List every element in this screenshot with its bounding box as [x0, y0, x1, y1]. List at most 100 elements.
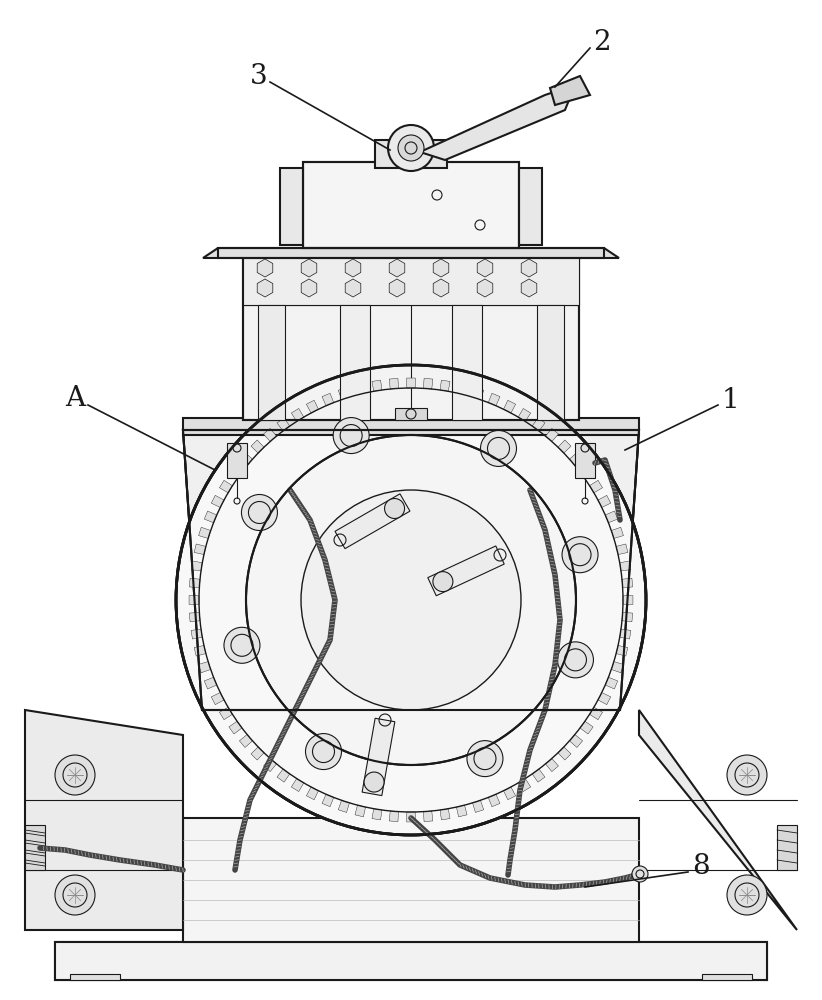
Circle shape	[385, 498, 404, 518]
Circle shape	[246, 435, 576, 765]
Polygon shape	[420, 85, 575, 160]
Polygon shape	[243, 255, 579, 305]
Polygon shape	[580, 721, 593, 734]
Polygon shape	[301, 259, 316, 277]
Polygon shape	[570, 734, 583, 747]
Polygon shape	[194, 645, 206, 656]
Circle shape	[388, 125, 434, 171]
Polygon shape	[372, 809, 382, 820]
Polygon shape	[575, 443, 595, 478]
Polygon shape	[211, 495, 224, 507]
Circle shape	[306, 734, 341, 770]
Circle shape	[727, 875, 767, 915]
Polygon shape	[589, 707, 603, 720]
Circle shape	[433, 572, 453, 592]
Polygon shape	[407, 812, 415, 822]
Polygon shape	[622, 612, 633, 622]
Polygon shape	[25, 825, 45, 870]
Polygon shape	[532, 418, 545, 431]
Polygon shape	[390, 378, 399, 389]
Polygon shape	[227, 443, 247, 478]
Polygon shape	[433, 279, 449, 297]
Polygon shape	[558, 440, 571, 453]
Polygon shape	[277, 418, 290, 431]
Polygon shape	[518, 408, 531, 421]
Polygon shape	[340, 305, 370, 420]
Polygon shape	[322, 794, 334, 807]
Polygon shape	[390, 811, 399, 822]
Polygon shape	[243, 255, 579, 420]
Polygon shape	[194, 544, 206, 555]
Text: 1: 1	[722, 386, 740, 414]
Polygon shape	[183, 418, 639, 435]
Polygon shape	[519, 168, 542, 245]
Polygon shape	[598, 693, 611, 705]
Text: 2: 2	[593, 28, 611, 55]
Polygon shape	[612, 527, 623, 538]
Polygon shape	[345, 279, 361, 297]
Polygon shape	[518, 779, 531, 792]
Polygon shape	[339, 388, 349, 400]
Polygon shape	[189, 578, 200, 588]
Polygon shape	[777, 825, 797, 870]
Polygon shape	[440, 809, 450, 820]
Polygon shape	[589, 480, 603, 493]
Polygon shape	[191, 629, 202, 639]
Polygon shape	[191, 561, 202, 571]
Polygon shape	[345, 259, 361, 277]
Circle shape	[562, 537, 598, 573]
Polygon shape	[301, 279, 316, 297]
Bar	[218, 248, 604, 258]
Polygon shape	[205, 677, 217, 689]
Polygon shape	[452, 305, 482, 420]
Polygon shape	[537, 305, 564, 420]
Polygon shape	[264, 428, 276, 442]
Bar	[303, 162, 519, 248]
Bar	[55, 942, 767, 980]
Circle shape	[557, 642, 593, 678]
Polygon shape	[616, 645, 628, 656]
Polygon shape	[620, 561, 631, 571]
Circle shape	[301, 490, 521, 710]
Polygon shape	[355, 383, 366, 395]
Polygon shape	[199, 662, 210, 673]
Polygon shape	[440, 380, 450, 391]
Polygon shape	[532, 769, 545, 782]
Polygon shape	[473, 800, 483, 812]
Polygon shape	[257, 259, 273, 277]
Polygon shape	[375, 140, 447, 168]
Polygon shape	[189, 612, 200, 622]
Polygon shape	[620, 629, 631, 639]
Polygon shape	[521, 279, 537, 297]
Circle shape	[242, 494, 278, 530]
Polygon shape	[612, 662, 623, 673]
Polygon shape	[355, 805, 366, 817]
Polygon shape	[183, 430, 639, 710]
Polygon shape	[456, 805, 467, 817]
Polygon shape	[322, 393, 334, 406]
Text: 8: 8	[692, 854, 709, 880]
Polygon shape	[25, 710, 183, 930]
Circle shape	[333, 418, 369, 454]
Polygon shape	[219, 707, 233, 720]
Polygon shape	[639, 710, 797, 930]
Circle shape	[727, 755, 767, 795]
Polygon shape	[257, 279, 273, 297]
Polygon shape	[251, 747, 264, 760]
Polygon shape	[456, 383, 467, 395]
Polygon shape	[211, 693, 224, 705]
Polygon shape	[203, 248, 619, 258]
Text: A: A	[65, 384, 85, 412]
Text: 3: 3	[250, 62, 268, 90]
Polygon shape	[605, 511, 617, 523]
Polygon shape	[389, 259, 404, 277]
Polygon shape	[616, 544, 628, 555]
Polygon shape	[303, 162, 519, 248]
Polygon shape	[488, 393, 500, 406]
Polygon shape	[546, 758, 558, 772]
Circle shape	[224, 627, 260, 663]
Polygon shape	[189, 596, 199, 604]
Polygon shape	[488, 794, 500, 807]
Polygon shape	[199, 527, 210, 538]
Polygon shape	[335, 494, 410, 549]
